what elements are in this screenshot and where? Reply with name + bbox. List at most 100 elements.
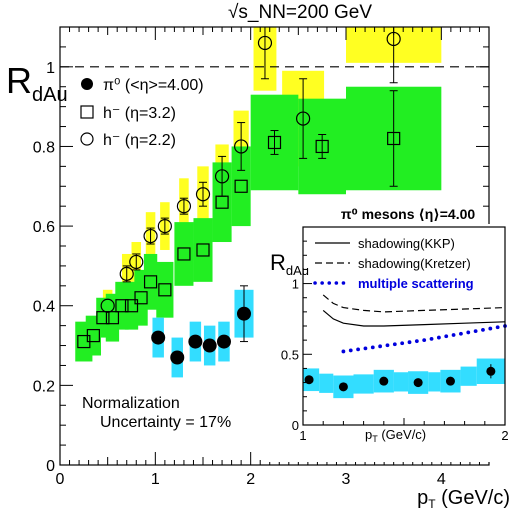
legend-label-h-eta22: h⁻ (η=2.2) — [103, 132, 176, 149]
main-point-s2-p5 — [176, 199, 192, 214]
inset-band-gap-2 — [393, 372, 409, 392]
main-x-axis-label-main: p — [417, 487, 428, 509]
main-point-s2-p9 — [257, 35, 273, 51]
inset-x-axis-label-unit: (GeV/c) — [378, 427, 426, 442]
inset-band-gap-0 — [319, 373, 334, 393]
inset-point-p4 — [445, 376, 455, 386]
inset-curve-dotted-dot-13 — [436, 335, 441, 340]
main-y-tick-label-1: 0.2 — [33, 378, 55, 395]
inset-curve-dotted-dot-11 — [422, 338, 427, 343]
normalization-annotation-line-2: Uncertainty = 17% — [100, 414, 231, 431]
main-y-tick-label-2: 0.4 — [33, 299, 55, 316]
inset-markers — [304, 366, 496, 392]
main-y-tick-label-5: 1 — [46, 60, 55, 77]
main-point-s1-p2 — [96, 311, 110, 325]
inset-curve-dotted-dot-10 — [414, 339, 419, 344]
inset-y-tick-label-2: 1 — [292, 277, 299, 292]
legend-marker-open-square — [80, 105, 94, 119]
main-x-tick-label-4: 4 — [437, 471, 446, 488]
main-point-s2-p6 — [195, 187, 211, 202]
inset-x-axis-label: pT (GeV/c) — [365, 427, 426, 444]
inset-y-axis-label: RdAu — [270, 250, 309, 278]
inset-curve-dotted-dot-17 — [466, 330, 471, 335]
main-point-s0-p4 — [216, 334, 231, 349]
main-y-axis-label-main: R — [6, 60, 32, 101]
inset-legend-label-multiple-scattering: multiple scattering — [358, 276, 474, 291]
main-point-s2-p0 — [100, 298, 115, 313]
main-band-s1-p10 — [193, 218, 213, 282]
main-x-tick-label-1: 1 — [151, 471, 160, 488]
main-x-tick-label-3: 3 — [342, 471, 351, 488]
main-y-tick-label-3: 0.6 — [33, 219, 55, 236]
inset-curve-dotted-dot-9 — [407, 340, 412, 345]
main-point-s0-p3 — [202, 338, 217, 353]
inset-axes: 1 2 0 0.5 1 — [281, 226, 509, 443]
main-point-s1-p7 — [143, 275, 158, 289]
main-point-s1-p3 — [105, 311, 120, 325]
legend-marker-open-circle — [80, 132, 94, 146]
main-point-s2-p8 — [234, 139, 249, 154]
inset-point-p1 — [338, 382, 348, 392]
main-x-tick-label-0: 0 — [56, 471, 65, 488]
inset-curve-dotted-dot-5 — [378, 344, 383, 349]
inset-title: π⁰ mesons ⟨η⟩=4.00 — [341, 206, 476, 222]
main-title: √s_NN=200 GeV — [228, 2, 372, 23]
inset-x-tick-label-0: 1 — [299, 428, 306, 443]
inset-y-axis-label-sub: dAu — [286, 263, 309, 278]
inset-point-p0 — [304, 375, 314, 385]
inset-curve-dotted-dot-0 — [341, 349, 346, 354]
main-point-s1-p8 — [158, 283, 172, 297]
main-point-s1-p10 — [196, 243, 210, 257]
main-point-s1-p9 — [177, 247, 191, 261]
main-x-axis-label-sub: T — [428, 497, 436, 511]
inset-legend-label-kretzer: shadowing(Kretzer) — [358, 256, 471, 271]
main-point-s1-p13 — [267, 135, 282, 150]
main-y-tick-label-0: 0 — [46, 458, 55, 475]
main-point-s0-p0 — [151, 330, 166, 345]
inset-curve-dotted-dot-21 — [495, 325, 500, 330]
legend-label-pi0: π⁰ (<η>=4.00) — [103, 77, 204, 94]
main-band-s1-p8 — [156, 261, 174, 318]
normalization-annotation-line-1: Normalization — [82, 395, 180, 412]
legend-label-h-eta32: h⁻ (η=3.2) — [103, 105, 176, 122]
inset-curve-dotted-dot-4 — [370, 345, 375, 350]
main-point-s2-p7 — [214, 169, 230, 184]
inset-band-gap-3 — [428, 372, 441, 392]
main-x-axis-label-unit: (GeV/c) — [436, 487, 510, 509]
inset-y-axis-label-main: R — [270, 250, 286, 275]
main-point-s1-p15 — [387, 131, 401, 146]
inset-curve-dotted-dot-1 — [348, 348, 353, 353]
inset-curve-solid — [322, 309, 506, 327]
main-point-s2-p4 — [157, 218, 172, 234]
main-markers — [77, 31, 401, 365]
inset-curve-dotted-dot-6 — [385, 343, 390, 348]
main-point-s0-p1 — [170, 350, 185, 365]
main-point-s1-p12 — [234, 179, 248, 193]
main-point-s1-p14 — [315, 139, 329, 154]
main-band-s1-p12 — [231, 146, 251, 227]
inset-band-gap-4 — [460, 366, 477, 386]
inset-y-tick-label-0: 0 — [292, 418, 299, 433]
main-point-s1-p5 — [124, 299, 139, 313]
main-y-axis-label-sub: dAu — [32, 84, 68, 106]
inset-curve-dotted-dot-7 — [392, 342, 397, 347]
inset-curve-dashed — [322, 294, 506, 313]
inset-curve-dotted-dot-20 — [488, 326, 493, 331]
inset-y-tick-label-1: 0.5 — [281, 347, 299, 362]
main-point-s0-p5 — [236, 306, 251, 321]
inset-curve-dotted-dot-19 — [481, 327, 485, 332]
inset-legend-label-kkp: shadowing(KKP) — [358, 236, 455, 251]
main-y-tick-label-4: 0.8 — [33, 139, 55, 156]
main-y-axis-label: RdAu — [6, 60, 68, 106]
main-point-s2-p10 — [296, 111, 311, 126]
inset-curve-dotted-dot-18 — [473, 329, 478, 334]
main-point-s1-p6 — [134, 291, 148, 305]
inset-point-p2 — [379, 376, 389, 386]
legend-marker-filled-circle — [81, 78, 93, 90]
inset-curve-dotted-dot-8 — [400, 341, 405, 346]
inset-curve-dotted-dot-3 — [363, 346, 368, 351]
inset-curve-dotted-dot-14 — [444, 334, 449, 339]
main-point-s2-p2 — [129, 254, 144, 270]
inset-curve-dotted-dot-16 — [459, 331, 463, 336]
